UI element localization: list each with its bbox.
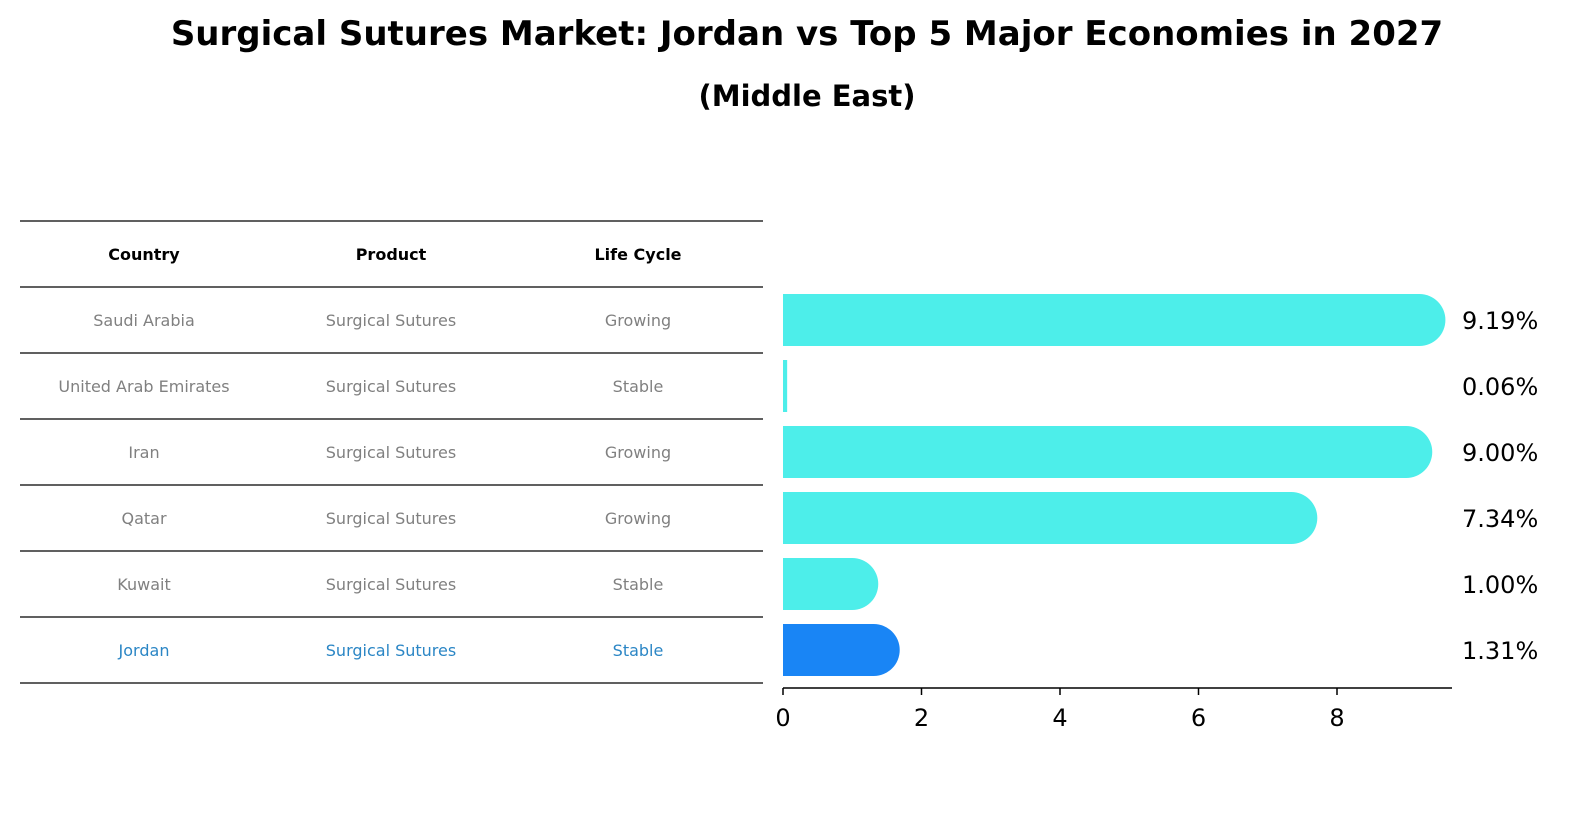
bar [783, 492, 1318, 544]
bar [783, 294, 1446, 346]
table-header-life-cycle: Life Cycle [594, 245, 681, 264]
table-header-product: Product [356, 245, 427, 264]
x-tick-label: 4 [1052, 704, 1067, 732]
table-cell-life-cycle: Growing [605, 443, 671, 462]
table-cell-country: Saudi Arabia [93, 311, 195, 330]
table-cell-product: Surgical Sutures [326, 509, 456, 528]
x-tick-label: 0 [775, 704, 790, 732]
value-labels: 9.19% 0.06% 9.00% 7.34% 1.00% 1.31% [1462, 307, 1538, 665]
table-cell-life-cycle: Stable [613, 641, 664, 660]
chart-title: Surgical Sutures Market: Jordan vs Top 5… [170, 14, 1444, 54]
value-label: 9.19% [1462, 307, 1538, 335]
table-cell-country: United Arab Emirates [58, 377, 229, 396]
value-label: 1.31% [1462, 637, 1538, 665]
x-axis: 0 2 4 6 8 [775, 687, 1452, 732]
table-cell-life-cycle: Stable [613, 377, 664, 396]
bar-series [783, 294, 1446, 676]
table-cell-product: Surgical Sutures [326, 575, 456, 594]
table-cell-country: Qatar [121, 509, 166, 528]
table-cell-product: Surgical Sutures [326, 311, 456, 330]
table-cell-life-cycle: Growing [605, 311, 671, 330]
bar [783, 624, 900, 676]
chart-subtitle: (Middle East) [698, 79, 916, 113]
table-cell-country: Jordan [118, 641, 170, 660]
table-cell-country: Iran [128, 443, 159, 462]
bar [783, 360, 788, 412]
table-cell-product: Surgical Sutures [326, 641, 456, 660]
table-header-country: Country [108, 245, 180, 264]
table-cell-product: Surgical Sutures [326, 377, 456, 396]
x-tick-label: 8 [1329, 704, 1344, 732]
table-cell-product: Surgical Sutures [326, 443, 456, 462]
x-tick-label: 6 [1191, 704, 1206, 732]
table-cell-life-cycle: Stable [613, 575, 664, 594]
table-cell-country: Kuwait [117, 575, 170, 594]
data-table: Country Product Life Cycle Saudi Arabia Surg… [20, 220, 763, 684]
value-label: 9.00% [1462, 439, 1538, 467]
bar [783, 426, 1433, 478]
value-label: 0.06% [1462, 373, 1538, 401]
value-label: 1.00% [1462, 571, 1538, 599]
bar [783, 558, 879, 610]
value-label: 7.34% [1462, 505, 1538, 533]
x-tick-label: 2 [914, 704, 929, 732]
table-cell-life-cycle: Growing [605, 509, 671, 528]
